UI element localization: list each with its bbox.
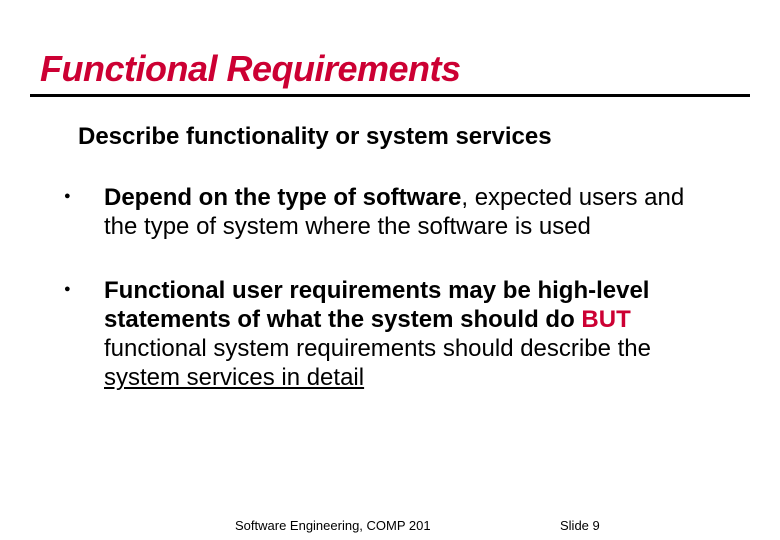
title-underline bbox=[30, 94, 750, 97]
bullet-item: Functional user requirements may be high… bbox=[64, 276, 720, 393]
bullet-text-span: functional system requirements should de… bbox=[104, 335, 651, 362]
slide-container: Functional Requirements Describe functio… bbox=[0, 0, 780, 540]
bullet-text-span: BUT bbox=[581, 306, 630, 333]
bullet-text-span: system services in detail bbox=[104, 364, 364, 391]
bullet-list: Depend on the type of software, expected… bbox=[64, 183, 740, 393]
bullet-text-span: Depend on the type of software bbox=[104, 184, 461, 211]
bullet-text-span: Functional user requirements may be high… bbox=[104, 277, 649, 333]
footer-course: Software Engineering, COMP 201 bbox=[235, 518, 431, 533]
slide-subtitle: Describe functionality or system service… bbox=[78, 123, 740, 151]
bullet-item: Depend on the type of software, expected… bbox=[64, 183, 720, 242]
slide-title: Functional Requirements bbox=[40, 48, 740, 90]
footer-slide-number: Slide 9 bbox=[560, 518, 600, 533]
